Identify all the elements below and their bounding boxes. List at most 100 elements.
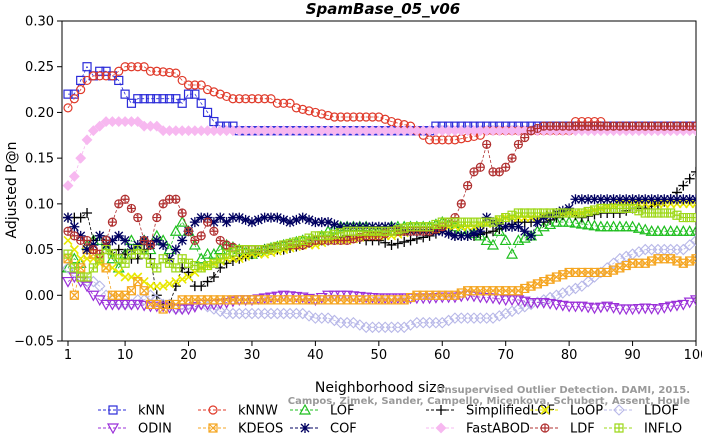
data-point [563, 284, 575, 297]
data-point [664, 301, 677, 313]
data-point [462, 230, 473, 241]
data-point [513, 139, 523, 150]
data-point [145, 66, 156, 76]
data-point [196, 231, 206, 241]
data-point [133, 94, 143, 104]
data-point [310, 107, 320, 118]
data-point [259, 212, 270, 223]
data-point [95, 71, 105, 81]
data-point [94, 230, 105, 241]
legend-item-fastabod: FastABOD [426, 422, 530, 434]
data-point [132, 116, 144, 127]
legend-item-knnw: kNNW [198, 404, 278, 419]
data-point [196, 98, 206, 108]
data-point [63, 89, 73, 99]
data-point [176, 304, 189, 316]
data-point [664, 225, 677, 236]
data-point [113, 230, 124, 241]
data-point [506, 305, 518, 318]
series-kdeos [63, 244, 696, 314]
legend-marker [540, 405, 550, 415]
data-point [139, 286, 149, 296]
data-point [201, 247, 214, 259]
data-point [550, 299, 563, 311]
legend-item-odin: ODIN [98, 422, 172, 434]
data-point [190, 89, 200, 99]
data-point [632, 303, 645, 315]
data-point [171, 263, 181, 273]
data-point [480, 234, 493, 246]
data-point [614, 194, 625, 205]
data-point [93, 280, 106, 292]
legend-item-cof: COF [290, 422, 357, 434]
data-point [133, 276, 143, 287]
data-point [347, 316, 360, 329]
data-point [208, 272, 219, 282]
x-tick-label: 1 [64, 348, 72, 363]
data-point [557, 287, 569, 299]
data-point [639, 223, 652, 235]
data-point [81, 281, 94, 293]
legend-marker [614, 423, 624, 433]
data-point [125, 299, 138, 311]
data-point [633, 194, 644, 205]
data-point [221, 91, 232, 102]
data-point [75, 212, 86, 223]
data-point [582, 302, 595, 314]
data-point [189, 217, 200, 228]
legend-item-kdeos: KDEOS [198, 422, 283, 434]
data-point [563, 215, 576, 227]
data-point [463, 180, 473, 191]
data-point [82, 244, 93, 255]
data-point [63, 226, 73, 236]
data-point [126, 62, 137, 72]
data-point [253, 214, 264, 225]
data-point [474, 292, 487, 304]
data-point [310, 217, 321, 228]
data-point [158, 94, 168, 104]
data-point [171, 277, 181, 287]
data-point [691, 166, 696, 177]
data-point [683, 225, 696, 236]
data-point [158, 240, 169, 250]
data-point [107, 217, 118, 227]
data-point [323, 110, 333, 121]
data-point [436, 316, 449, 329]
data-point [68, 171, 80, 182]
data-point [202, 276, 213, 287]
y-tick-label: 0.05 [25, 243, 54, 258]
data-point [678, 194, 689, 205]
data-point [247, 94, 257, 104]
data-point [139, 249, 149, 259]
legend-label: ODIN [138, 422, 172, 434]
data-point [575, 217, 588, 229]
data-point [171, 68, 181, 78]
legend-label: INFLO [644, 422, 682, 434]
data-point [639, 303, 652, 315]
data-point [202, 84, 213, 95]
data-point [215, 89, 225, 99]
data-point [272, 98, 282, 108]
legend-marker [208, 405, 218, 415]
x-axis-label: Neighborhood size [315, 380, 445, 396]
plot-area [62, 62, 696, 334]
data-point [126, 286, 137, 296]
x-tick-label: 20 [180, 348, 197, 363]
x-tick-label: 30 [244, 348, 261, 363]
data-point [348, 112, 359, 122]
legend-marker [106, 423, 120, 434]
data-point [285, 217, 296, 228]
x-tick-label: 90 [624, 348, 641, 363]
data-point [569, 301, 582, 313]
series-line [67, 66, 696, 141]
data-point [601, 220, 614, 232]
data-point [82, 75, 92, 86]
legend-item-knn: kNN [98, 404, 165, 419]
x-tick-label: 50 [371, 348, 388, 363]
data-point [303, 310, 315, 322]
data-point [531, 298, 544, 309]
data-point [296, 307, 309, 320]
data-point [683, 239, 696, 251]
data-point [183, 267, 194, 278]
data-point [404, 319, 417, 331]
